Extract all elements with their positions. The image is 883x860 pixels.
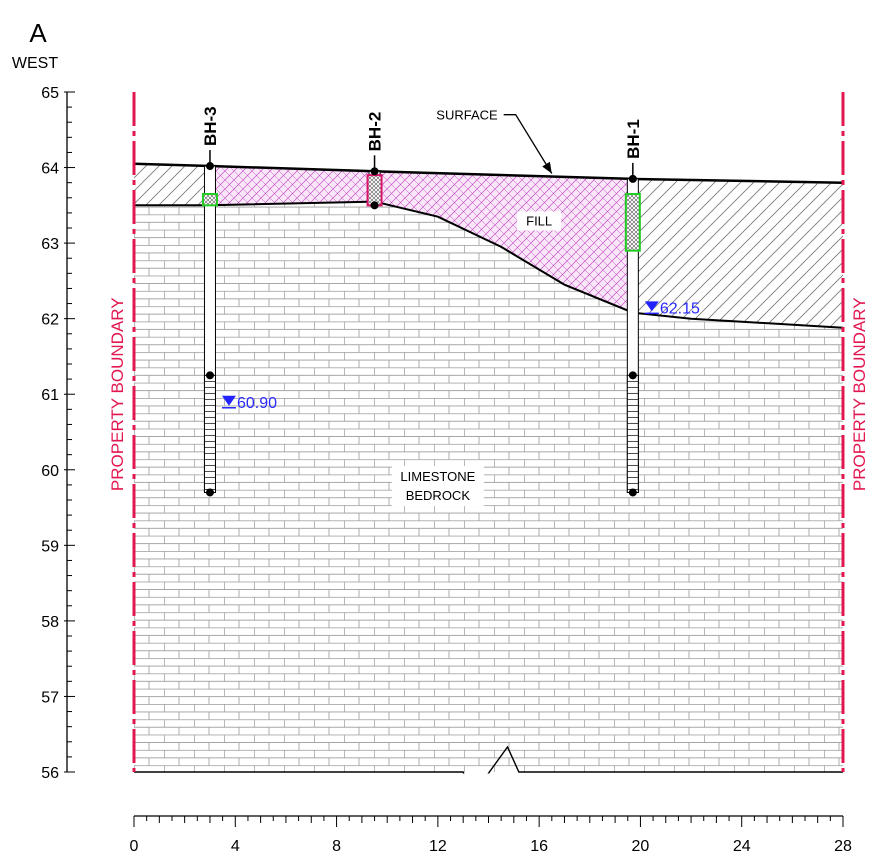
well-screen <box>366 174 383 207</box>
boreholes: BH-3 60.90 BH-2 BH-1 62.15 <box>201 106 700 497</box>
bedrock-top-line <box>134 200 844 329</box>
overburden-layer <box>134 163 843 328</box>
elevation-axis: 56 57 58 59 60 61 62 63 64 65 <box>41 85 75 782</box>
surface-leader-arrow <box>503 114 553 174</box>
water-level-marker <box>221 395 236 406</box>
property-boundary-left-label: PROPERTY BOUNDARY <box>108 297 127 491</box>
property-boundary-right-label: PROPERTY BOUNDARY <box>850 297 869 491</box>
borehole-label: BH-1 <box>624 119 643 159</box>
borehole-label: BH-3 <box>201 106 220 146</box>
borehole-bh-1: BH-1 62.15 <box>624 119 700 497</box>
x-tick-label: 20 <box>632 838 650 855</box>
x-tick-label: 0 <box>130 838 139 855</box>
y-tick-label: 60 <box>41 463 59 480</box>
y-tick-label: 57 <box>41 689 59 706</box>
x-tick-label: 12 <box>429 838 447 855</box>
water-level-marker <box>644 301 659 312</box>
well-screen <box>624 193 641 252</box>
y-tick-label: 63 <box>41 236 59 253</box>
bedrock-label-line1: LIMESTONE <box>400 469 475 484</box>
y-tick-label: 64 <box>41 161 59 178</box>
y-tick-label: 58 <box>41 614 59 631</box>
x-tick-label: 8 <box>332 838 341 855</box>
y-tick-label: 59 <box>41 538 59 555</box>
y-tick-label: 61 <box>41 387 59 404</box>
bedrock-label-line2: BEDROCK <box>406 488 471 503</box>
rock-core-interval <box>626 374 639 493</box>
well-screen <box>201 193 218 207</box>
surface-arrow-head <box>542 161 552 174</box>
borehole-bh-2: BH-2 <box>366 112 385 210</box>
borehole-bh-3: BH-3 60.90 <box>201 106 277 497</box>
limestone-bedrock-layer <box>134 201 843 773</box>
x-tick-label: 16 <box>530 838 548 855</box>
y-tick-label: 65 <box>41 85 59 102</box>
y-tick-label: 62 <box>41 312 59 329</box>
distance-axis: 0 4 8 12 16 20 24 28 <box>130 815 852 855</box>
section-break-mask <box>463 773 519 804</box>
fill-label-background <box>517 211 562 231</box>
core-top-marker <box>205 371 214 380</box>
geology-layers <box>133 162 844 773</box>
bedrock-label-background <box>391 466 484 507</box>
borehole-bottom-marker <box>370 201 379 210</box>
borehole-bottom-marker <box>205 488 214 497</box>
surface-label: SURFACE <box>436 108 498 123</box>
x-tick-label: 24 <box>733 838 751 855</box>
x-tick-label: 4 <box>231 838 240 855</box>
core-top-marker <box>628 371 637 380</box>
borehole-bottom-marker <box>628 488 637 497</box>
y-tick-label: 56 <box>41 765 59 782</box>
rock-core-interval <box>203 374 216 493</box>
borehole-label: BH-2 <box>366 112 385 152</box>
section-letter: A <box>29 18 47 48</box>
direction-label: WEST <box>12 55 58 72</box>
fill-label: FILL <box>526 213 552 228</box>
section-break-line <box>134 745 843 798</box>
water-level-label: 62.15 <box>660 300 700 317</box>
water-level-label: 60.90 <box>237 395 277 412</box>
x-tick-label: 28 <box>834 838 852 855</box>
